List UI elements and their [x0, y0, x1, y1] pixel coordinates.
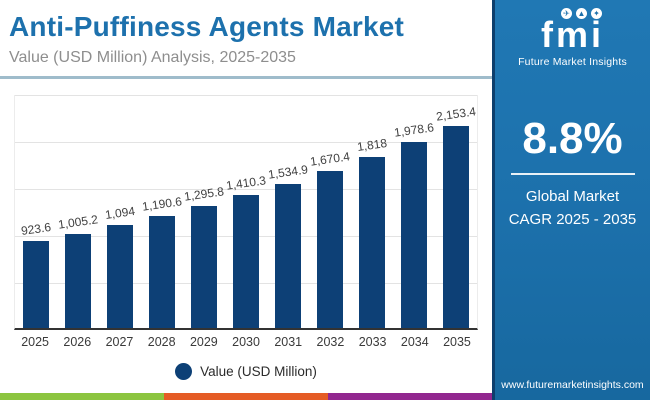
website-link[interactable]: www.futuremarketinsights.com — [501, 379, 644, 391]
header: Anti-Puffiness Agents Market Value (USD … — [0, 0, 492, 77]
bar-2031 — [275, 183, 301, 328]
year-label-2029: 2029 — [189, 335, 218, 349]
fmi-logo: ✈ ▲ ✦ fmi Future Market Insights — [495, 8, 650, 68]
bar-2033 — [359, 157, 385, 328]
globe-airplane-icon: ✈ — [561, 8, 572, 19]
stripe-purple-segment — [328, 393, 492, 400]
bar-value-label: 1,005.2 — [57, 211, 99, 232]
page-subtitle: Value (USD Million) Analysis, 2025-2035 — [9, 48, 296, 66]
bar-series: 923.6 1,005.2 1,094 1,190.6 1,295.8 1,410.3 1,… — [15, 95, 477, 328]
bar-column-2029: 1,295.8 — [183, 95, 225, 328]
year-label-2032: 2032 — [316, 335, 345, 349]
bar-2034 — [401, 142, 427, 328]
bar-2027 — [107, 225, 133, 328]
bar-value-label: 1,978.6 — [393, 120, 435, 140]
cagr-label-line1: Global Market — [525, 188, 620, 205]
bar-2025 — [23, 241, 49, 328]
bar-value-label: 1,818 — [356, 136, 388, 155]
legend-swatch-circle-icon — [175, 363, 193, 380]
bar-2028 — [149, 216, 175, 328]
gridline-1500 — [15, 189, 477, 190]
sidebar: ✈ ▲ ✦ fmi Future Market Insights 8.8% Gl… — [492, 0, 650, 400]
gridline-2000 — [15, 142, 477, 143]
bar-value-label: 923.6 — [20, 220, 52, 239]
gridline-2500 — [15, 95, 477, 96]
page-title: Anti-Puffiness Agents Market — [9, 11, 405, 42]
globe-rocket-icon: ▲ — [576, 8, 587, 19]
cagr-divider — [510, 173, 635, 175]
cagr-value: 8.8% — [522, 114, 623, 163]
year-label-2028: 2028 — [147, 335, 176, 349]
year-label-2025: 2025 — [21, 335, 49, 349]
bar-column-2033: 1,818 — [351, 95, 393, 328]
bar-2026 — [65, 233, 91, 328]
bar-column-2028: 1,190.6 — [141, 95, 183, 328]
cagr-label-line2: CAGR 2025 - 2035 — [508, 211, 637, 229]
stripe-green-segment — [0, 393, 164, 400]
bar-column-2025: 923.6 — [15, 95, 57, 328]
bar-column-2027: 1,094 — [99, 95, 141, 328]
bar-2029 — [191, 206, 217, 328]
bar-value-label: 1,295.8 — [183, 184, 225, 204]
bar-column-2032: 1,670.4 — [309, 95, 351, 328]
year-label-2035: 2035 — [443, 335, 471, 349]
bar-column-2026: 1,005.2 — [57, 95, 99, 328]
year-label-2026: 2026 — [63, 335, 92, 349]
legend-label: Value (USD Million) — [200, 364, 317, 379]
bar-value-label: 1,190.6 — [141, 194, 183, 214]
bar-value-label: 1,410.3 — [225, 173, 267, 194]
year-label-2030: 2030 — [232, 335, 260, 349]
bar-2032 — [317, 170, 343, 328]
year-label-2031: 2031 — [274, 335, 303, 349]
bar-chart-plot-area: 923.6 1,005.2 1,094 1,190.6 1,295.8 1,410.3 1,… — [14, 95, 478, 330]
bottom-color-stripe — [0, 393, 492, 400]
bar-value-label: 1,094 — [104, 204, 136, 223]
logo-globe-icons: ✈ ▲ ✦ — [513, 8, 650, 19]
year-label-2027: 2027 — [105, 335, 134, 349]
year-label-2033: 2033 — [358, 335, 387, 349]
bar-column-2030: 1,410.3 — [225, 95, 267, 328]
bar-value-label: 1,534.9 — [267, 162, 309, 182]
chart-legend: Value (USD Million) — [0, 363, 492, 380]
bar-2035 — [443, 125, 469, 328]
bar-value-label: 2,153.4 — [435, 103, 477, 124]
year-label-2034: 2034 — [400, 335, 429, 349]
cagr-label: Global Market CAGR 2025 - 2035 — [495, 185, 650, 232]
x-axis-labels: 2025 2026 2027 2028 2029 2030 2031 2032 2033 2034… — [14, 335, 478, 349]
logo-tagline: Future Market Insights — [518, 56, 627, 68]
bar-column-2035: 2,153.4 — [435, 95, 477, 328]
globe-satellite-icon: ✦ — [591, 8, 602, 19]
bar-column-2031: 1,534.9 — [267, 95, 309, 328]
header-divider — [0, 76, 492, 79]
logo-wordmark: fmi — [541, 14, 604, 55]
bar-2030 — [233, 195, 259, 328]
stripe-orange-segment — [164, 393, 328, 400]
bar-column-2034: 1,978.6 — [393, 95, 435, 328]
bar-value-label: 1,670.4 — [309, 149, 351, 169]
cagr-block: 8.8% Global Market CAGR 2025 - 2035 — [495, 114, 650, 232]
